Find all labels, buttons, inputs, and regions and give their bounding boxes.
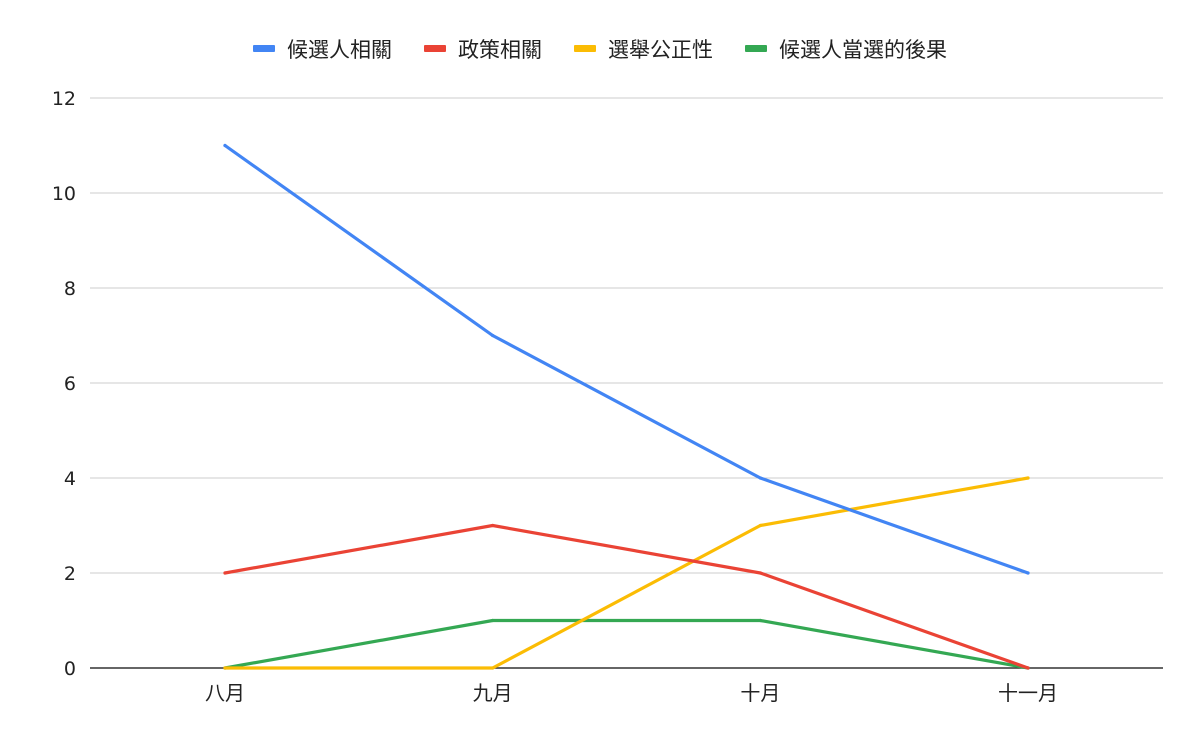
data-point: [223, 666, 227, 670]
data-point: [758, 618, 762, 623]
y-tick-label: 10: [52, 183, 76, 205]
data-point: [758, 523, 762, 528]
legend-label: 候選人相關: [287, 38, 392, 62]
legend-swatch: [424, 45, 446, 52]
series-line: [223, 618, 1030, 670]
grid-lines: [90, 97, 1163, 574]
y-tick-label: 2: [64, 563, 76, 585]
y-tick-label: 6: [64, 373, 76, 395]
x-tick-label: 八月: [205, 681, 245, 705]
data-point: [758, 571, 762, 575]
data-point: [491, 618, 495, 623]
data-point: [1026, 666, 1030, 670]
legend-label: 候選人當選的後果: [779, 38, 947, 62]
legend-label: 選舉公正性: [608, 38, 713, 62]
x-tick-label: 九月: [473, 681, 513, 705]
data-point: [1026, 571, 1030, 575]
x-axis: 八月 九月 十月 十一月: [90, 667, 1163, 705]
y-tick-label: 0: [64, 658, 76, 680]
data-point: [758, 476, 762, 480]
legend: 候選人相關 政策相關 選舉公正性 候選人當選的後果: [253, 38, 947, 62]
data-point: [491, 666, 495, 670]
data-point: [491, 333, 495, 338]
legend-item: 候選人當選的後果: [745, 38, 947, 62]
legend-label: 政策相關: [458, 38, 542, 62]
data-point: [1026, 476, 1030, 480]
legend-swatch: [253, 45, 275, 52]
series-2: [223, 476, 1030, 670]
data-point: [223, 143, 227, 148]
series-lines: [223, 143, 1030, 670]
series-line: [223, 476, 1030, 670]
y-tick-label: 8: [64, 278, 76, 300]
x-tick-label: 十月: [740, 681, 780, 705]
data-point: [491, 523, 495, 528]
series-0: [223, 143, 1030, 575]
y-tick-label: 12: [52, 88, 76, 110]
x-tick-label: 十一月: [998, 681, 1058, 705]
series-line: [223, 523, 1030, 670]
data-point: [223, 571, 227, 575]
legend-item: 選舉公正性: [574, 38, 713, 62]
y-tick-label: 4: [64, 468, 76, 490]
legend-item: 政策相關: [424, 38, 542, 62]
series-line: [223, 143, 1030, 575]
legend-item: 候選人相關: [253, 38, 392, 62]
legend-swatch: [745, 45, 767, 52]
y-axis: 0 2 4 6 8 10 12: [52, 88, 76, 680]
series-1: [223, 523, 1030, 670]
legend-swatch: [574, 45, 596, 52]
